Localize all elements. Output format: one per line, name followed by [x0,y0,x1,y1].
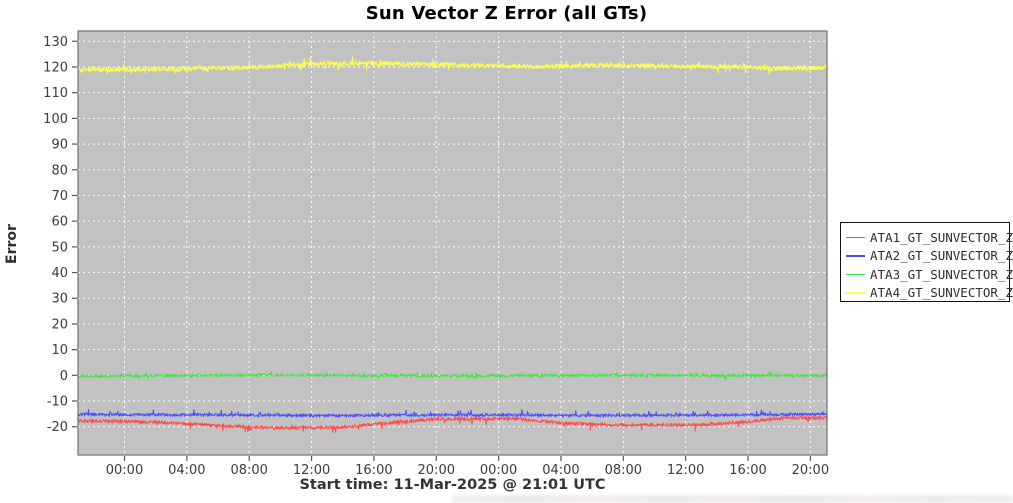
y-tick-label: 80 [51,163,68,178]
legend-swatch-line [846,255,865,257]
legend-item: ATA1_GT_SUNVECTOR_Z [841,228,1013,247]
y-tick-label: 50 [51,240,68,255]
x-tick-label: 00:00 [106,463,143,478]
x-tick-label: 20:00 [792,463,829,478]
y-tick-label: 60 [51,215,68,230]
series-line-ATA1_GT_SUNVECTOR_Z [77,414,828,433]
x-tick-label: 12:00 [667,463,704,478]
legend-item: ATA2_GT_SUNVECTOR_Z [841,247,1013,266]
chart-title: Sun Vector Z Error (all GTs) [365,3,648,24]
y-tick-label: 30 [51,292,68,307]
y-tick-label: 130 [43,35,68,50]
series-line-ATA3_GT_SUNVECTOR_Z [77,371,828,381]
series-line-ATA2_GT_SUNVECTOR_Z [77,408,828,419]
y-tick-label: 90 [51,138,68,153]
y-tick-label: 20 [51,317,68,332]
x-tick-label: 16:00 [729,463,766,478]
series-line-ATA4_GT_SUNVECTOR_Z [77,56,828,75]
y-tick-label: 0 [60,369,68,384]
y-tick-label: 70 [51,189,68,204]
x-axis-label: Start time: 11-Mar-2025 @ 21:01 UTC [299,477,606,493]
x-tick-label: 00:00 [480,463,517,478]
x-tick-label: 12:00 [293,463,330,478]
legend-item-label: ATA2_GT_SUNVECTOR_Z [870,248,1013,264]
plot-border [77,30,828,456]
y-tick-label: 100 [43,112,68,127]
y-tick-label: 110 [43,86,68,101]
plot-background [78,31,827,455]
legend-swatch-line [846,292,865,294]
y-tick-label: 40 [51,266,68,281]
y-tick-label: -20 [47,420,68,435]
y-tick-label: 10 [51,343,68,358]
legend-swatch-line [846,236,865,238]
y-tick-label: 120 [43,60,68,75]
bottom-clipped-content-artifact [452,495,1013,503]
x-tick-label: 04:00 [168,463,205,478]
x-tick-label: 20:00 [418,463,455,478]
legend-item-label: ATA4_GT_SUNVECTOR_Z [870,285,1013,301]
legend-box: ATA1_GT_SUNVECTOR_Z ATA2_GT_SUNVECTOR_Z AT… [840,222,1013,303]
y-tick-label: -10 [47,395,68,410]
legend-item: ATA4_GT_SUNVECTOR_Z [841,284,1013,303]
legend-item: ATA3_GT_SUNVECTOR_Z [841,265,1013,284]
x-tick-label: 08:00 [605,463,642,478]
x-tick-label: 16:00 [355,463,392,478]
legend-item-label: ATA3_GT_SUNVECTOR_Z [870,266,1013,282]
legend-item-label: ATA1_GT_SUNVECTOR_Z [870,229,1013,245]
x-tick-label: 04:00 [542,463,579,478]
x-tick-label: 08:00 [230,463,267,478]
legend-swatch-line [846,273,865,275]
